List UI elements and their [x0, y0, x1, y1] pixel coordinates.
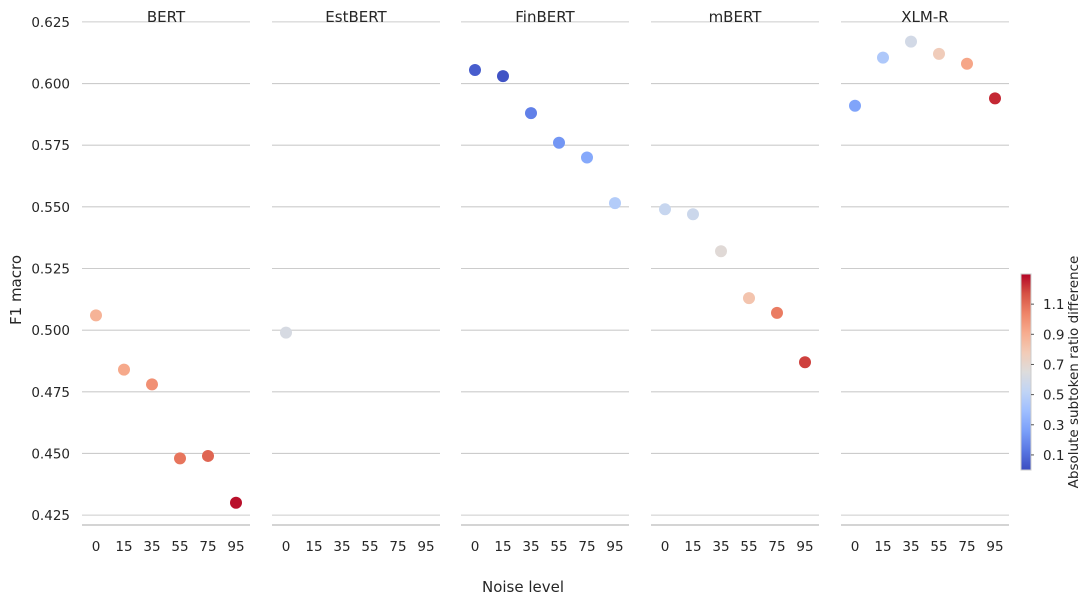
y-axis-label: F1 macro	[7, 255, 25, 325]
x-tick-label: 35	[712, 539, 729, 555]
panel-title-estbert: EstBERT	[325, 8, 387, 26]
data-point-xlm-r	[961, 57, 973, 70]
panel-title-bert: BERT	[147, 8, 186, 26]
y-tick-label: 0.450	[31, 446, 70, 462]
panel-title-xlm-r: XLM-R	[901, 8, 948, 26]
x-tick-label: 15	[684, 539, 701, 555]
data-point-bert	[202, 449, 214, 462]
colorbar-tick-label: 0.3	[1043, 418, 1064, 434]
x-axis-label: Noise level	[482, 578, 564, 596]
data-point-bert	[230, 496, 242, 509]
colorbar-tick-label: 0.5	[1043, 388, 1064, 404]
data-point-xlm-r	[933, 47, 945, 60]
x-tick-label: 55	[361, 539, 378, 555]
data-point-xlm-r	[849, 99, 861, 112]
x-tick-label: 55	[550, 539, 567, 555]
data-point-xlm-r	[905, 35, 917, 48]
x-tick-label: 75	[199, 539, 216, 555]
data-point-finbert	[525, 107, 537, 120]
data-point-bert	[146, 378, 158, 391]
data-point-mbert	[687, 208, 699, 221]
y-tick-label: 0.550	[31, 200, 70, 216]
x-tick-label: 15	[115, 539, 132, 555]
labels-layer: BERT 0 15 35 55 75 95 EstBERT 0 15 35 55 75 95 FinBERT…	[31, 8, 1003, 555]
x-tick-label: 55	[740, 539, 757, 555]
x-tick-label: 35	[522, 539, 539, 555]
x-tick-label: 0	[282, 539, 291, 555]
x-tick-label: 35	[902, 539, 919, 555]
data-point-mbert	[715, 245, 727, 258]
panel-title-mbert: mBERT	[709, 8, 763, 26]
y-tick-label: 0.500	[31, 323, 70, 339]
x-tick-label: 15	[874, 539, 891, 555]
x-tick-label: 0	[471, 539, 480, 555]
colorbar-label: Absolute subtoken ratio difference	[1066, 256, 1082, 489]
x-tick-label: 0	[851, 539, 860, 555]
x-tick-label: 55	[930, 539, 947, 555]
x-tick-label: 75	[958, 539, 975, 555]
colorbar-tick-label: 0.1	[1043, 448, 1064, 464]
x-tick-label: 15	[305, 539, 322, 555]
x-tick-label: 95	[796, 539, 813, 555]
x-tick-label: 95	[606, 539, 623, 555]
x-tick-label: 0	[661, 539, 670, 555]
x-tick-label: 55	[171, 539, 188, 555]
colorbar: 0.1 0.3 0.5 0.7 0.9 1.1 Absolute subtoken rati…	[1020, 256, 1082, 489]
data-point-finbert	[497, 70, 509, 83]
x-tick-label: 35	[333, 539, 350, 555]
data-point-bert	[118, 363, 130, 376]
data-point-finbert	[609, 197, 621, 210]
panel-title-finbert: FinBERT	[515, 8, 575, 26]
y-tick-label: 0.575	[31, 138, 70, 154]
y-tick-label: 0.600	[31, 77, 70, 93]
x-tick-label: 75	[389, 539, 406, 555]
colorbar-tick-label: 0.7	[1043, 357, 1064, 373]
x-tick-label: 95	[986, 539, 1003, 555]
data-point-mbert	[743, 292, 755, 305]
x-tick-label: 0	[92, 539, 101, 555]
x-tick-label: 35	[143, 539, 160, 555]
data-point-finbert	[581, 151, 593, 164]
x-tick-label: 15	[494, 539, 511, 555]
y-tick-label: 0.425	[31, 508, 70, 524]
data-point-bert	[90, 309, 102, 322]
data-point-mbert	[659, 203, 671, 216]
points-layer	[90, 35, 1001, 509]
y-tick-label: 0.625	[31, 15, 70, 31]
data-point-xlm-r	[877, 51, 889, 64]
x-tick-label: 75	[578, 539, 595, 555]
data-point-estbert	[280, 326, 292, 339]
data-point-finbert	[469, 63, 481, 76]
data-point-mbert	[771, 306, 783, 319]
x-tick-label: 95	[227, 539, 244, 555]
colorbar-tick-label: 1.1	[1043, 297, 1064, 313]
colorbar-gradient	[1020, 273, 1032, 471]
data-point-finbert	[553, 136, 565, 149]
x-tick-label: 75	[768, 539, 785, 555]
data-point-bert	[174, 452, 186, 465]
x-tick-label: 95	[417, 539, 434, 555]
y-tick-label: 0.525	[31, 262, 70, 278]
data-point-mbert	[799, 356, 811, 369]
data-point-xlm-r	[989, 92, 1001, 105]
grid-layer	[82, 21, 1009, 516]
y-tick-label: 0.475	[31, 385, 70, 401]
colorbar-tick-label: 0.9	[1043, 327, 1064, 343]
